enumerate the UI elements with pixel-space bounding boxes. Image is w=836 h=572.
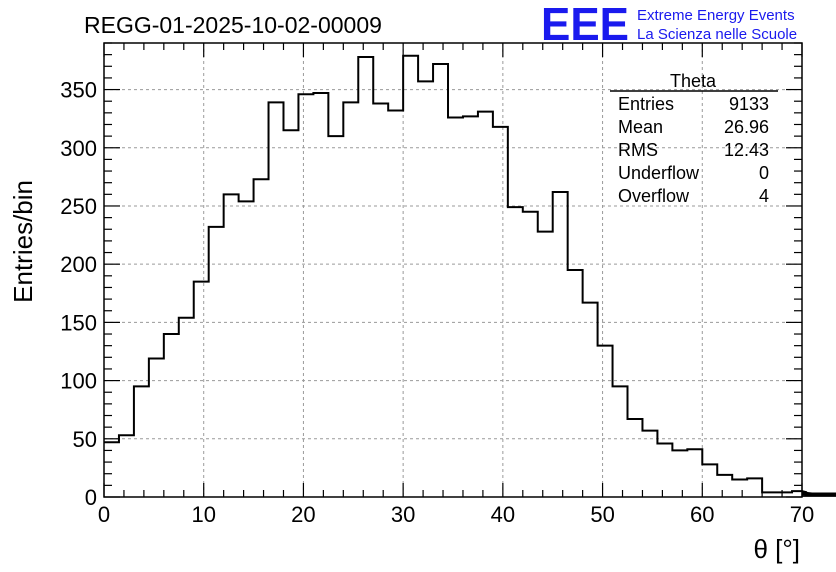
y-tick-label: 250 xyxy=(60,194,97,219)
histogram-bin xyxy=(373,104,388,497)
histogram-bin xyxy=(194,282,209,497)
histogram-bin xyxy=(343,102,358,497)
histogram-bin xyxy=(478,112,493,497)
x-tick-label: 0 xyxy=(98,502,110,527)
eee-logo-line1: Extreme Energy Events xyxy=(637,7,795,24)
histogram-bin xyxy=(403,56,418,497)
x-tick-label: 40 xyxy=(491,502,515,527)
histogram-bin xyxy=(538,232,553,497)
stats-label: Underflow xyxy=(618,163,700,183)
y-tick-label: 50 xyxy=(73,427,97,452)
y-axis-title: Entries/bin xyxy=(8,180,38,303)
histogram-bin xyxy=(179,318,194,497)
grid-lines xyxy=(104,43,802,497)
stats-label: RMS xyxy=(618,140,658,160)
x-tick-label: 10 xyxy=(191,502,215,527)
histogram-bin xyxy=(687,449,702,497)
histogram-bin xyxy=(702,464,717,497)
histogram-bin xyxy=(134,386,149,497)
x-axis-title: θ [°] xyxy=(753,534,800,564)
histogram-bin xyxy=(328,136,343,497)
histogram-bin xyxy=(388,111,403,497)
stats-name: Theta xyxy=(670,71,717,91)
histogram-bin xyxy=(313,93,328,497)
histogram-bin xyxy=(149,358,164,497)
eee-logo-line2: La Scienza nelle Scuole xyxy=(637,26,797,43)
stats-value: 26.96 xyxy=(724,117,769,137)
histogram-bin xyxy=(433,64,448,497)
histogram-bin xyxy=(209,227,224,497)
histogram-bin xyxy=(553,192,568,497)
histogram-bin xyxy=(164,334,179,497)
eee-logo-letters: EEE xyxy=(541,0,629,50)
eee-logo: EEE Extreme Energy Events La Scienza nel… xyxy=(541,0,797,50)
histogram-bin xyxy=(628,419,643,497)
plot-frame xyxy=(103,42,803,498)
x-tick-labels: 0 10 20 30 40 50 60 70 xyxy=(98,502,814,527)
histogram-bin xyxy=(298,94,313,497)
histogram-bin xyxy=(598,346,613,497)
x-tick-label: 30 xyxy=(391,502,415,527)
stats-value: 0 xyxy=(759,163,769,183)
stats-label: Entries xyxy=(618,94,674,114)
stats-label: Mean xyxy=(618,117,663,137)
stats-label: Overflow xyxy=(618,186,690,206)
histogram-bin xyxy=(224,194,239,497)
stats-box: Theta Entries 9133 Mean 26.96 RMS 12.43 Underf… xyxy=(610,71,778,206)
histogram-bin xyxy=(523,212,538,497)
histogram-bin xyxy=(583,303,598,497)
histogram-bin xyxy=(508,207,523,497)
y-tick-label: 100 xyxy=(60,369,97,394)
stats-rows: Entries 9133 Mean 26.96 RMS 12.43 Underflow 0 Ov… xyxy=(618,94,769,206)
y-tick-label: 200 xyxy=(60,252,97,277)
stats-value: 12.43 xyxy=(724,140,769,160)
histogram-bin xyxy=(568,270,583,497)
histogram-bin xyxy=(448,118,463,497)
x-tick-label: 50 xyxy=(590,502,614,527)
histogram-bin xyxy=(672,450,687,497)
histogram-bin xyxy=(717,475,732,497)
axis-ticks xyxy=(103,42,803,498)
stats-value: 4 xyxy=(759,186,769,206)
histogram-bin xyxy=(269,102,284,497)
histogram-bin xyxy=(239,201,254,497)
histogram-bin xyxy=(254,179,269,497)
histogram-bin xyxy=(358,57,373,497)
x-tick-label: 20 xyxy=(291,502,315,527)
y-tick-labels: 0 50 100 150 200 250 300 350 xyxy=(60,78,97,510)
histogram-bin xyxy=(463,116,478,497)
histogram-bin xyxy=(119,435,134,497)
y-tick-label: 300 xyxy=(60,136,97,161)
y-tick-label: 150 xyxy=(60,310,97,335)
x-tick-label: 70 xyxy=(790,502,814,527)
histogram-bin xyxy=(642,431,657,497)
y-tick-label: 0 xyxy=(85,485,97,510)
stats-value: 9133 xyxy=(729,94,769,114)
histogram-bin xyxy=(732,480,747,497)
histogram-bin xyxy=(493,127,508,497)
histogram-title: REGG-01-2025-10-02-00009 xyxy=(84,12,382,38)
histogram-outline xyxy=(104,54,836,497)
y-tick-label: 350 xyxy=(60,78,97,103)
x-tick-label: 60 xyxy=(690,502,714,527)
histogram-bin xyxy=(747,478,762,497)
histogram-bin xyxy=(613,386,628,497)
histogram-bin xyxy=(283,130,298,497)
histogram-bin xyxy=(657,443,672,497)
histogram-bin xyxy=(418,81,433,497)
